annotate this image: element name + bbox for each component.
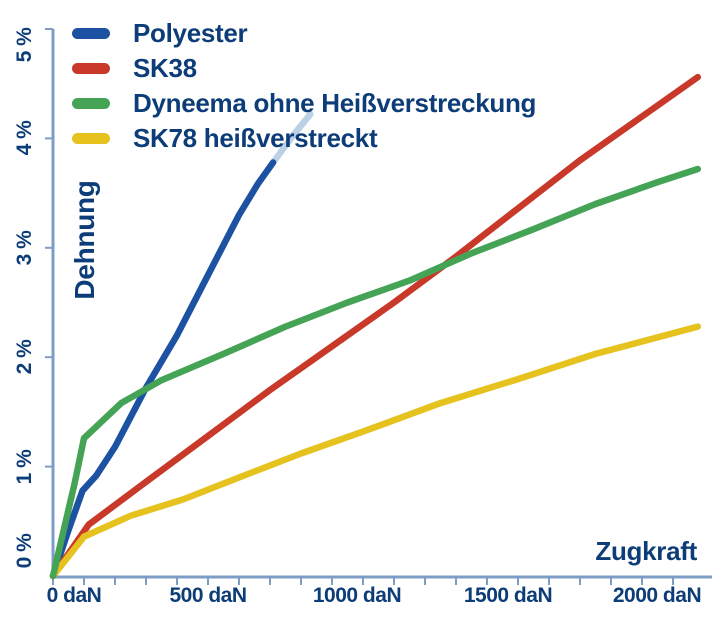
y-tick-label-0: 0 %: [13, 533, 36, 569]
y-tick-label-2: 2 %: [13, 339, 36, 375]
y-tick-label-4: 4 %: [13, 121, 36, 156]
legend-row-dyneema-ohne-hei-verstreckung: Dyneema ohne Heißverstreckung: [72, 90, 536, 116]
x-tick-label-1500: 1500 daN: [463, 584, 553, 607]
y-tick-label-5: 5 %: [13, 27, 36, 63]
series-line-sk38: [49, 73, 702, 580]
x-axis-title: Zugkraft: [595, 536, 697, 566]
x-tick-label-2000: 2000 daN: [612, 584, 702, 607]
x-tick-label-1000: 1000 daN: [312, 584, 402, 607]
legend-label-polyester: Polyester: [133, 18, 248, 48]
y-axis-title: Dehnung: [69, 180, 100, 300]
legend-swatch-polyester: [72, 27, 110, 39]
x-tick-label-500: 500 daN: [169, 584, 247, 607]
legend-swatch-sk78-hei-verstreckt: [72, 132, 110, 144]
legend-row-polyester: Polyester: [72, 18, 248, 48]
legend-swatch-sk38: [72, 62, 110, 74]
legend-label-sk78-hei-verstreckt: SK78 heißverstreckt: [133, 123, 378, 153]
legend-swatch-dyneema-ohne-hei-verstreckung: [72, 97, 110, 109]
legend-row-sk38: SK38: [72, 55, 197, 81]
legend-row-sk78-hei-verstreckt: SK78 heißverstreckt: [72, 123, 378, 153]
y-tick-label-1: 1 %: [13, 449, 36, 484]
x-tick-label-0: 0 daN: [46, 584, 102, 607]
legend-label-dyneema-ohne-hei-verstreckung: Dyneema ohne Heißverstreckung: [133, 88, 537, 118]
y-tick-label-3: 3 %: [13, 230, 36, 266]
series-line-sk78-hei-verstreckt: [49, 323, 702, 580]
series-line-dyneema-ohne-hei-verstreckung: [49, 165, 702, 580]
legend-label-sk38: SK38: [133, 53, 197, 83]
series-line-polyester-extension: [269, 111, 314, 166]
